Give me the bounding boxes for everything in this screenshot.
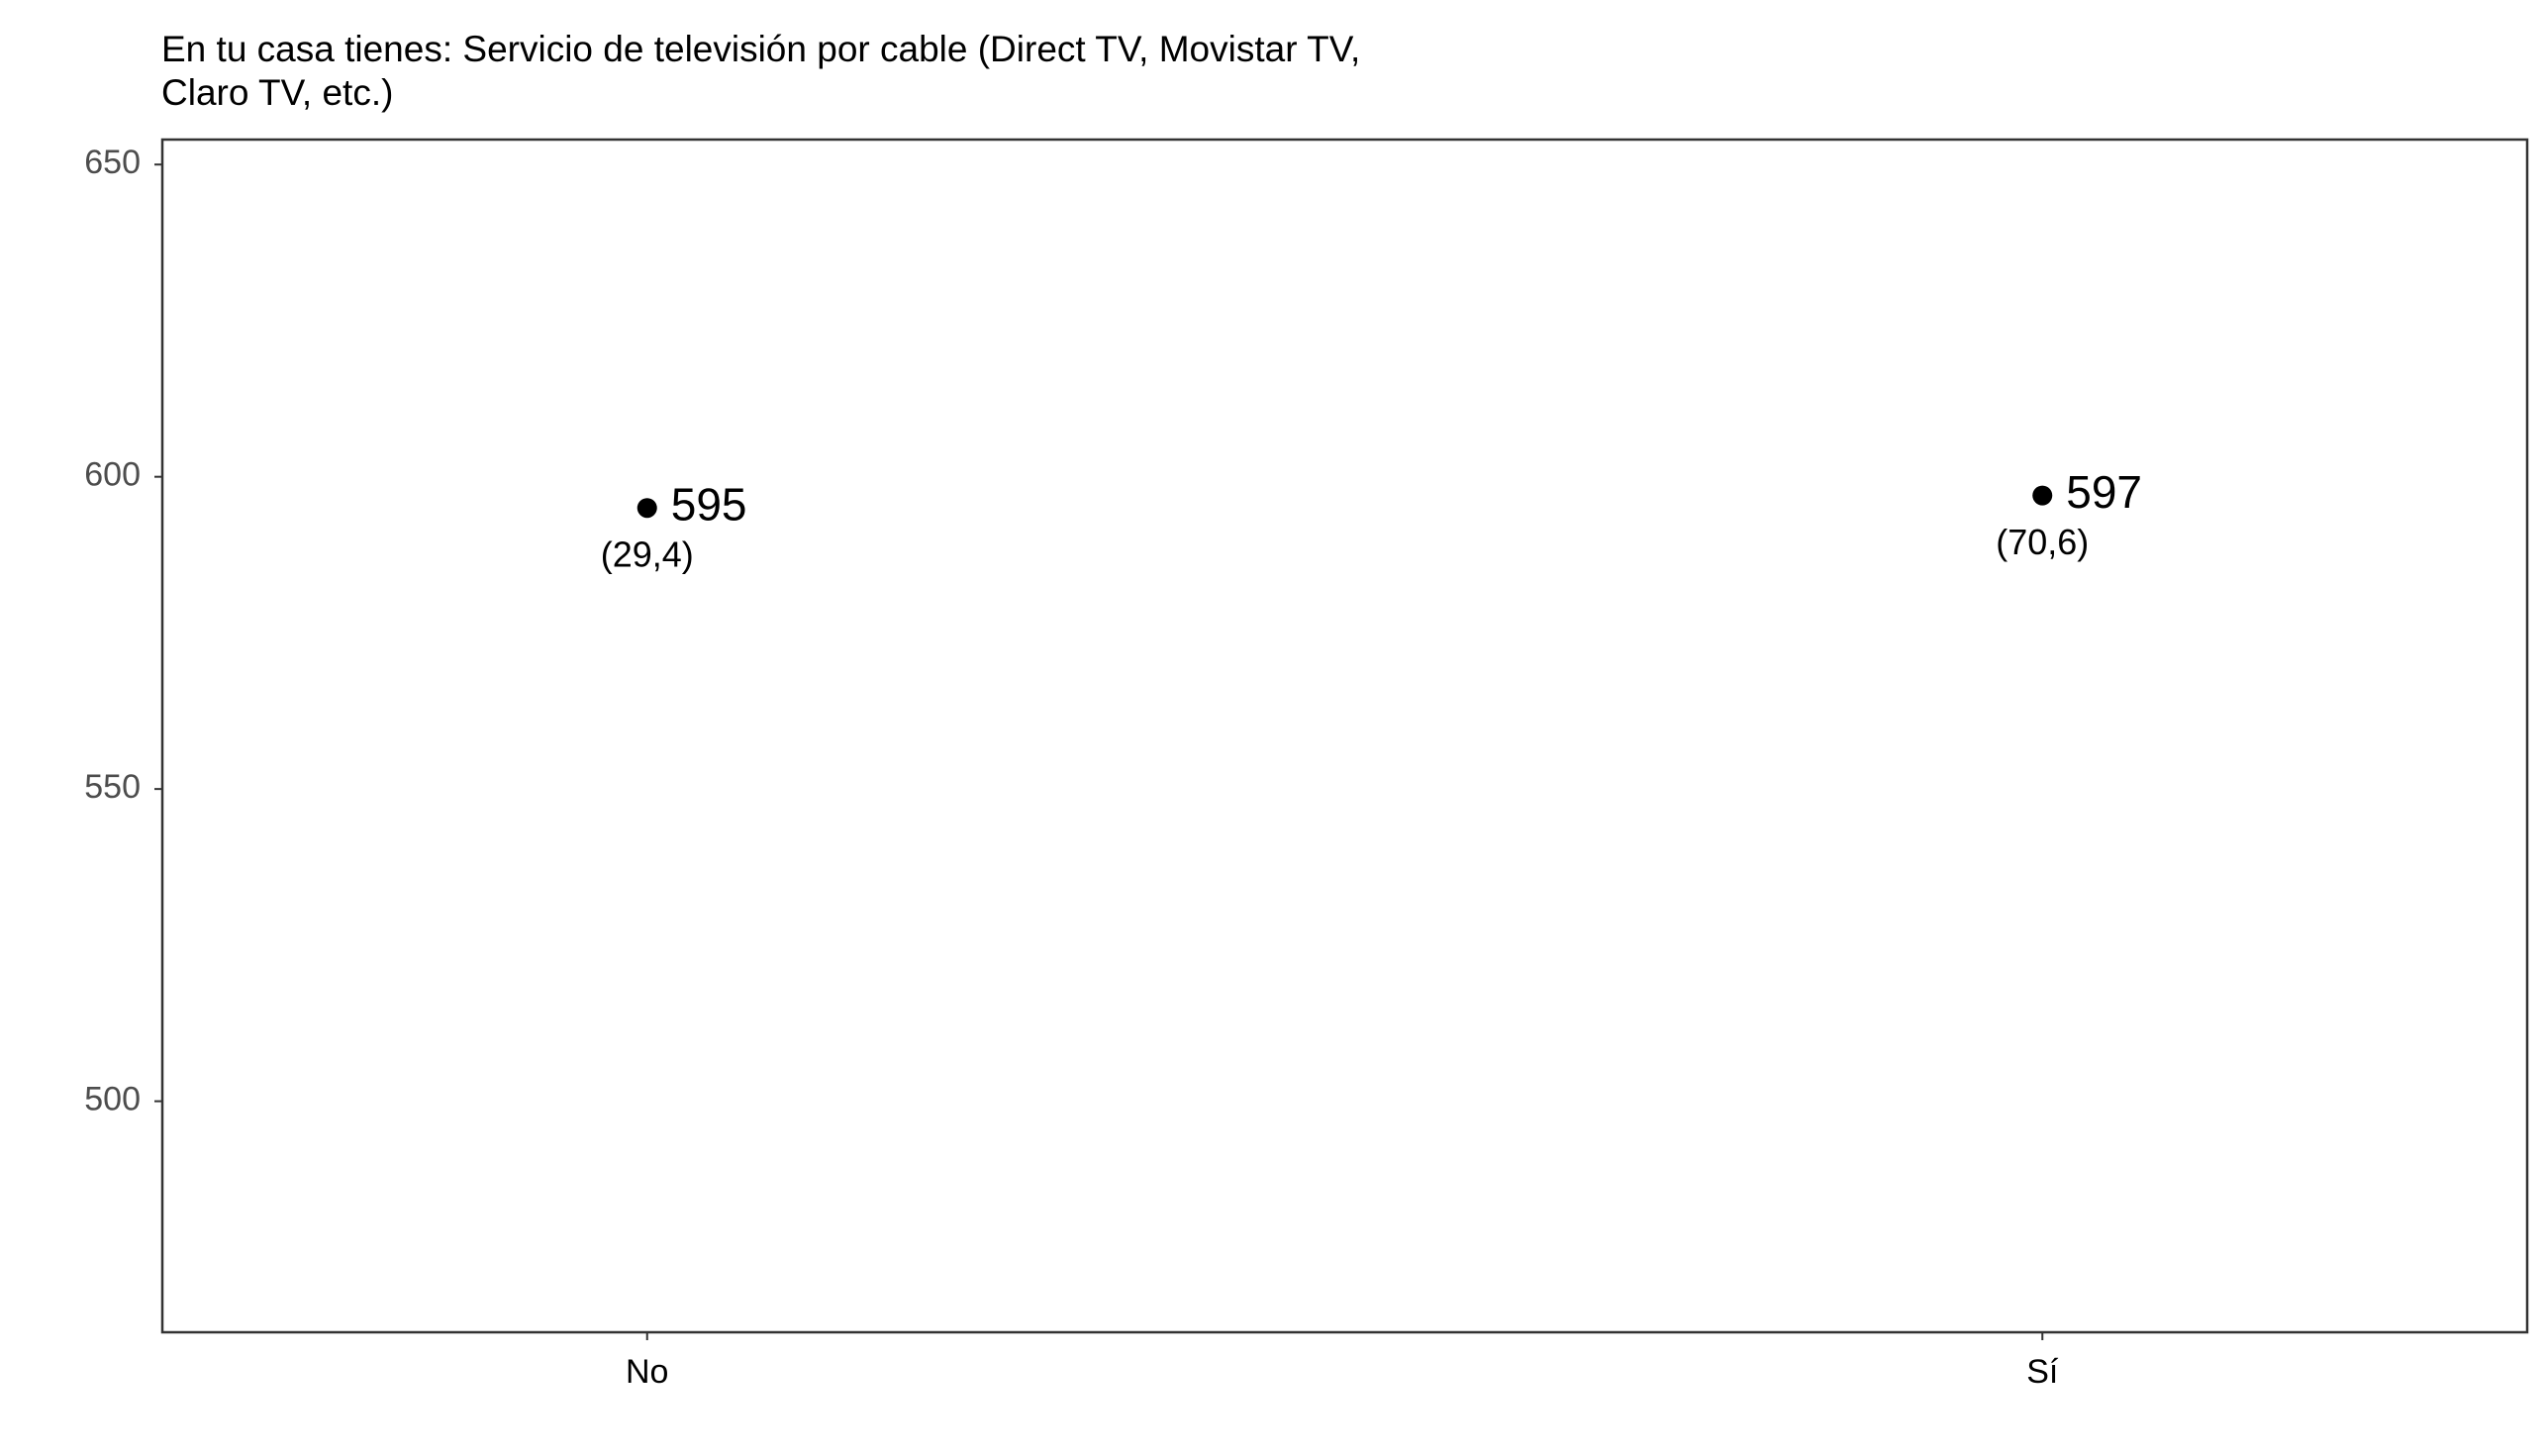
data-points: 595(29,4) 597(70,6) [601,466,2142,575]
data-point [2032,485,2053,506]
y-tick-label: 500 [84,1081,141,1118]
x-tick-label: Sí [2026,1353,2059,1391]
x-axis: No Sí [626,1332,2059,1391]
data-percent-label: (70,6) [1996,522,2089,562]
data-value-label: 595 [671,478,747,530]
y-tick-label: 650 [84,144,141,181]
chart-title-line-1: En tu casa tienes: Servicio de televisió… [161,29,1361,69]
chart-title-line-2: Claro TV, etc.) [161,72,394,113]
data-point [636,498,657,519]
data-percent-label: (29,4) [601,534,694,575]
plot-panel-border [160,138,2529,1334]
y-tick-label: 550 [84,768,141,806]
y-axis: 500 550 600 650 [84,144,162,1118]
data-value-label: 597 [2066,466,2142,518]
y-tick-label: 600 [84,456,141,494]
chart-title: En tu casa tienes: Servicio de televisió… [161,28,1646,115]
x-tick-label: No [626,1353,668,1391]
